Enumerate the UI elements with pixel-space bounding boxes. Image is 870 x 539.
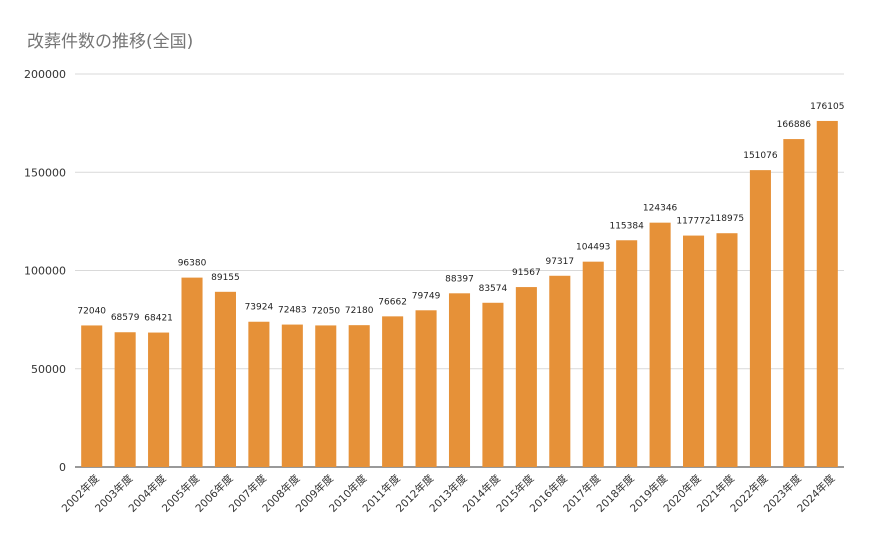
data-label: 76662 <box>378 297 407 307</box>
data-label: 79749 <box>412 291 441 301</box>
bar <box>582 261 604 467</box>
data-label: 72483 <box>278 306 307 316</box>
bar <box>382 316 404 467</box>
bar <box>81 325 103 467</box>
y-tick-label: 50000 <box>31 363 66 376</box>
bar <box>783 139 805 467</box>
y-tick-label: 150000 <box>24 166 66 179</box>
data-label: 73924 <box>245 303 274 313</box>
data-label: 176105 <box>810 102 844 112</box>
bar <box>482 302 504 467</box>
data-label: 166886 <box>777 120 812 130</box>
y-tick-label: 100000 <box>24 265 66 278</box>
bar <box>415 310 437 467</box>
data-label: 151076 <box>743 151 778 161</box>
bar <box>749 170 771 467</box>
data-label: 124346 <box>643 204 678 214</box>
bar <box>214 291 236 467</box>
data-label: 97317 <box>545 257 574 267</box>
bar <box>683 235 705 467</box>
y-tick-label: 200000 <box>24 68 66 81</box>
data-label: 72050 <box>311 306 340 316</box>
data-label: 72180 <box>345 306 374 316</box>
bar <box>114 332 136 467</box>
x-tick-label: 2024年度 <box>794 472 837 515</box>
bar <box>448 293 471 467</box>
bar <box>716 233 738 467</box>
bar <box>248 321 270 467</box>
data-label: 91567 <box>512 268 541 278</box>
data-label: 104493 <box>576 243 610 253</box>
y-tick-label: 0 <box>59 461 66 474</box>
data-label: 72040 <box>77 306 106 316</box>
data-label: 117772 <box>676 217 710 227</box>
bar <box>281 324 303 467</box>
chart-title: 改葬件数の推移(全国) <box>27 32 194 52</box>
data-label: 83574 <box>479 284 508 294</box>
bar <box>616 240 638 467</box>
bar <box>816 120 838 467</box>
bar <box>348 325 370 467</box>
bar <box>649 222 671 467</box>
data-label: 115384 <box>609 221 644 231</box>
data-label: 89155 <box>211 273 240 283</box>
bar <box>515 287 537 467</box>
bar <box>549 275 571 467</box>
data-label: 118975 <box>710 214 744 224</box>
data-label: 68579 <box>111 313 140 323</box>
bar <box>181 277 203 467</box>
bar <box>315 325 337 467</box>
data-label: 96380 <box>178 259 207 269</box>
data-label: 68421 <box>144 314 173 324</box>
data-label: 88397 <box>445 274 474 284</box>
bar <box>148 332 170 467</box>
